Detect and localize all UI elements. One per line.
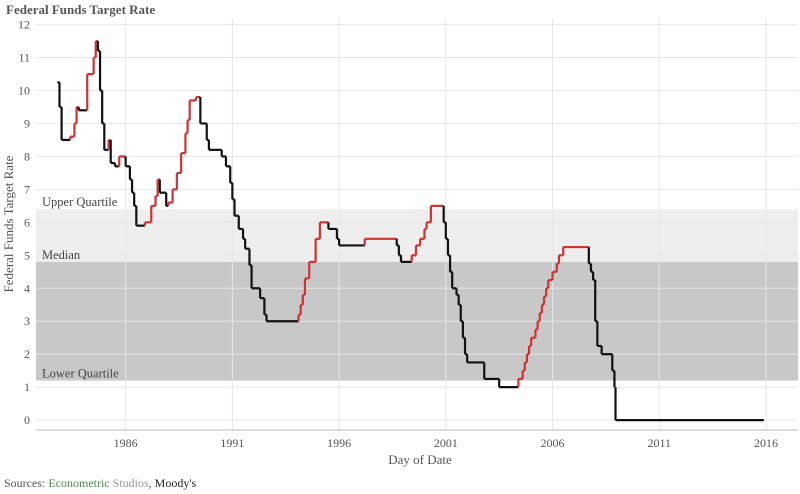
y-axis-label: Federal Funds Target Rate xyxy=(1,155,16,292)
y-tick-label: 1 xyxy=(24,380,30,394)
x-axis-label: Day of Date xyxy=(388,452,452,467)
chart-title: Federal Funds Target Rate xyxy=(6,2,156,17)
sources-prefix: Sources: xyxy=(4,476,49,490)
x-tick-label: 1986 xyxy=(114,436,138,450)
sources-separator: , xyxy=(148,476,155,490)
y-tick-label: 3 xyxy=(24,314,30,328)
rate-line xyxy=(57,39,764,422)
x-tick-label: 2006 xyxy=(541,436,565,450)
x-tick-label: 2016 xyxy=(754,436,778,450)
grid-lines xyxy=(36,18,798,431)
y-tick-label: 2 xyxy=(24,347,30,361)
band-label-lower-quartile: Lower Quartile xyxy=(42,367,119,381)
y-tick-label: 6 xyxy=(24,215,30,229)
y-tick-label: 9 xyxy=(24,116,30,130)
y-tick-label: 11 xyxy=(18,51,30,65)
source-studios: Studios xyxy=(109,476,149,490)
y-tick-label: 0 xyxy=(24,413,30,427)
quartile-bands xyxy=(36,209,798,381)
y-tick-label: 7 xyxy=(24,182,30,196)
y-tick-label: 4 xyxy=(24,281,30,295)
band-labels: Upper Quartile Median Lower Quartile xyxy=(42,195,119,380)
x-tick-label: 2011 xyxy=(647,436,671,450)
y-tick-label: 10 xyxy=(18,84,30,98)
band-label-median: Median xyxy=(42,248,81,262)
source-econometric: Econometric xyxy=(48,476,110,490)
x-tick-label: 2001 xyxy=(434,436,458,450)
sources-line: Sources: Econometric Studios, Moody's xyxy=(4,476,196,491)
source-moodys: Moody's xyxy=(154,476,197,490)
y-tick-label: 12 xyxy=(18,18,30,32)
y-tick-label: 8 xyxy=(24,149,30,163)
y-tick-label: 5 xyxy=(24,248,30,262)
x-tick-label: 1996 xyxy=(327,436,351,450)
x-tick-label: 1991 xyxy=(220,436,244,450)
band-label-upper-quartile: Upper Quartile xyxy=(42,195,118,209)
